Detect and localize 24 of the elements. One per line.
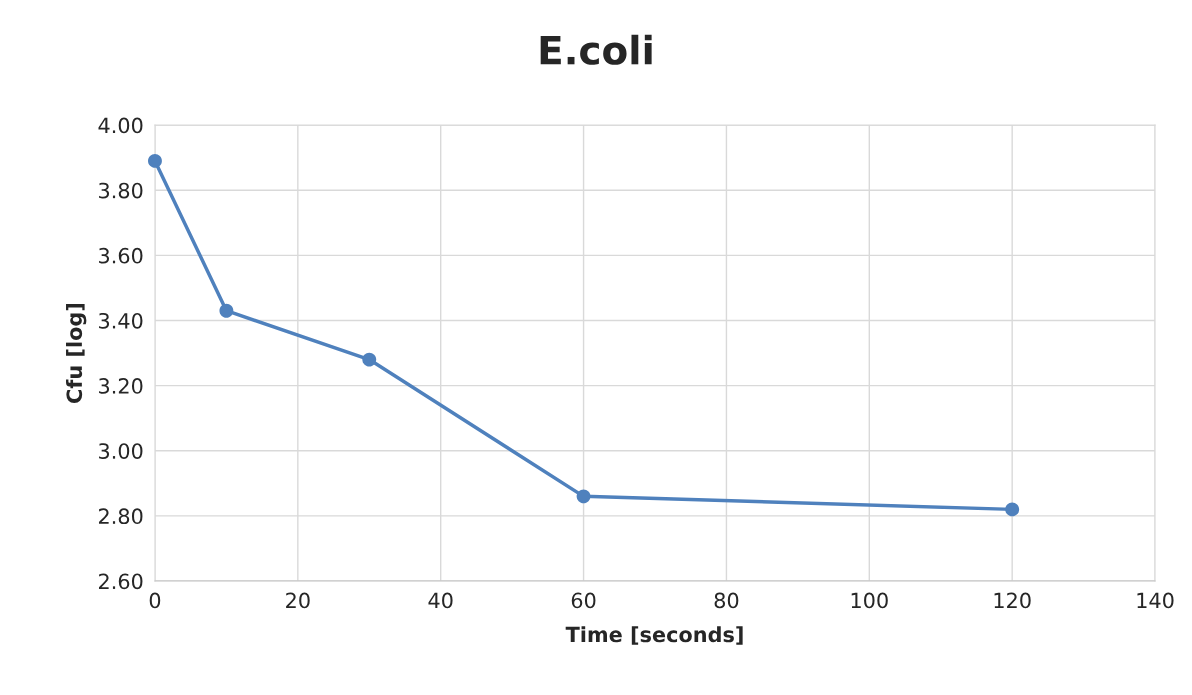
x-tick-label: 20 bbox=[286, 592, 310, 609]
y-tick-label: 2.60 bbox=[98, 573, 143, 590]
x-tick-label: 40 bbox=[428, 592, 453, 609]
point bbox=[362, 352, 377, 367]
y-tick-label: 3.60 bbox=[99, 247, 143, 264]
x-tick-label: 120 bbox=[994, 592, 1031, 609]
x-tick-label: 80 bbox=[714, 592, 739, 609]
x-tick-label: 100 bbox=[851, 592, 888, 609]
point bbox=[1005, 502, 1020, 517]
x-tick-label: 0 bbox=[149, 592, 161, 609]
y-tick-label: 3.20 bbox=[99, 378, 143, 394]
chart-title: E.coli bbox=[540, 34, 652, 65]
y-axis-title: Cfu [log] bbox=[66, 303, 87, 403]
y-tick-label: 3.00 bbox=[99, 443, 143, 459]
x-tick-label: 60 bbox=[571, 592, 596, 609]
y-tick-label: 3.80 bbox=[99, 182, 143, 199]
y-tick-label: 4.00 bbox=[98, 117, 143, 134]
point bbox=[148, 153, 162, 168]
x-axis-title: Time [seconds] bbox=[565, 626, 743, 645]
y-tick-label: 3.40 bbox=[99, 312, 143, 329]
point bbox=[576, 489, 591, 504]
y-tick-label: 2.80 bbox=[98, 508, 143, 525]
x-tick-label: 140 bbox=[1137, 592, 1174, 609]
point bbox=[219, 303, 234, 318]
